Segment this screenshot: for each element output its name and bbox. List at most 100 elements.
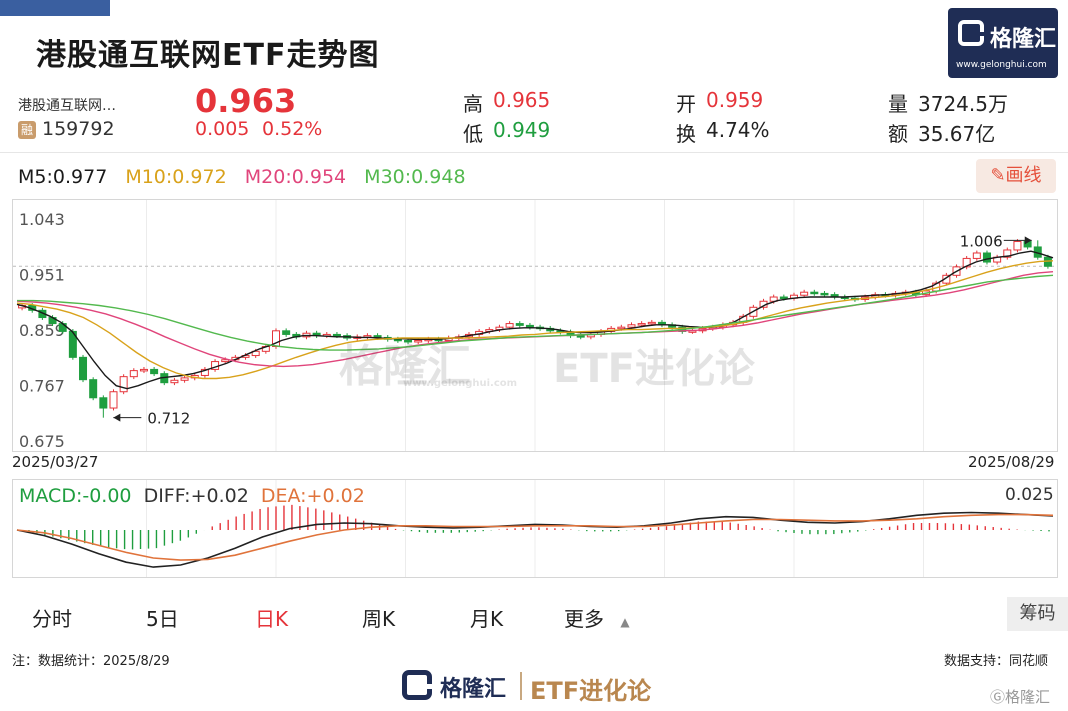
high-label: 高 xyxy=(463,92,483,116)
logo-url: www.gelonghui.com xyxy=(956,60,1047,70)
top-accent-bar xyxy=(0,0,110,16)
candle xyxy=(89,379,98,399)
turnover-value: 4.74% xyxy=(706,118,770,142)
candle xyxy=(972,252,981,259)
candle xyxy=(810,291,819,295)
candle xyxy=(180,377,189,381)
candle xyxy=(637,323,646,326)
turnover-label: 换 xyxy=(676,122,696,146)
etf-code: 159792 xyxy=(42,118,115,140)
tab-more[interactable]: 更多 ▲ xyxy=(564,603,630,632)
candle xyxy=(129,370,138,378)
candle xyxy=(1013,241,1022,251)
candle xyxy=(150,368,159,375)
ma10-label: M10:0.972 xyxy=(125,166,227,188)
candle xyxy=(800,291,809,296)
draw-line-button[interactable]: ✎画线 xyxy=(976,159,1056,193)
y-tick-label: 0.767 xyxy=(19,377,65,396)
candle xyxy=(251,350,260,357)
candle xyxy=(79,356,88,381)
y-tick-label: 1.043 xyxy=(19,210,65,229)
ma30-label: M30:0.948 xyxy=(364,166,466,188)
caret-up-icon: ▲ xyxy=(620,615,630,629)
macd-value: MACD:-0.00 xyxy=(19,485,132,507)
candle xyxy=(282,330,291,335)
open-label: 开 xyxy=(676,92,696,116)
candle xyxy=(200,368,209,376)
low-value: 0.949 xyxy=(493,118,551,142)
diff-value: DIFF:+0.02 xyxy=(143,485,249,507)
macd-chart[interactable]: MACD:-0.00 DIFF:+0.02 DEA:+0.02 0.025 xyxy=(12,479,1058,578)
watermark-url: www.gelonghui.com xyxy=(403,378,518,389)
candle xyxy=(962,257,971,268)
high-value: 0.965 xyxy=(493,88,551,112)
x-end-label: 2025/08/29 xyxy=(968,453,1055,471)
ma5-label: M5:0.977 xyxy=(18,166,108,188)
candle xyxy=(58,323,67,332)
candle xyxy=(627,324,636,328)
volume-label: 量 xyxy=(888,92,908,116)
ma-line-m10 xyxy=(16,260,1054,380)
pencil-icon: ✎ xyxy=(990,165,1006,186)
draw-line-label: 画线 xyxy=(1005,165,1042,186)
watermark-suffix: ETF进化论 xyxy=(553,346,755,392)
footnote: 注：数据统计：2025/8/29 xyxy=(12,654,170,669)
last-price: 0.963 xyxy=(195,82,297,120)
brand-logo: 格隆汇 www.gelonghui.com xyxy=(948,8,1058,78)
tab-weekly-k[interactable]: 周K xyxy=(362,607,396,631)
ma-line-m30 xyxy=(17,274,1054,351)
high-annotation: 1.006 xyxy=(960,232,1003,250)
bottom-brand-name: 格隆汇 xyxy=(440,677,507,702)
candle xyxy=(99,397,108,409)
margin-tag: 融 xyxy=(18,121,36,139)
candle xyxy=(221,359,230,363)
corner-g-icon: Ⓖ xyxy=(990,688,1006,706)
ma20-label: M20:0.954 xyxy=(244,166,347,188)
logo-g-icon xyxy=(958,20,984,46)
logo-name: 格隆汇 xyxy=(990,27,1057,52)
dea-value: DEA:+0.02 xyxy=(260,485,365,507)
y-tick-label: 0.951 xyxy=(19,266,65,285)
candle xyxy=(505,323,514,328)
y-tick-label: 0.859 xyxy=(19,321,65,340)
tab-monthly-k[interactable]: 月K xyxy=(470,607,504,631)
ma-legend: M5:0.977 M10:0.972 M20:0.954 M30:0.948 xyxy=(18,166,478,188)
candle xyxy=(404,339,413,343)
tab-intraday[interactable]: 分时 xyxy=(32,607,72,631)
corner-watermark: Ⓖ格隆汇 xyxy=(990,686,1050,707)
candle xyxy=(982,252,991,263)
chip-distribution-button[interactable]: 筹码 xyxy=(1007,597,1068,631)
candle xyxy=(1003,249,1012,258)
data-source: 数据支持：同花顺 xyxy=(944,654,1049,669)
candlestick-chart[interactable]: 1.043 0.951 0.859 0.767 0.675 0.712 1.006 格隆汇 … xyxy=(12,199,1058,452)
price-change-pct: 0.52% xyxy=(262,118,323,140)
brand-separator xyxy=(520,672,522,700)
low-label: 低 xyxy=(463,122,483,146)
tab-daily-k[interactable]: 日K xyxy=(255,607,289,631)
divider xyxy=(0,152,1068,153)
candle xyxy=(525,324,534,328)
candle xyxy=(119,376,128,393)
tab-more-label: 更多 xyxy=(564,607,604,631)
dea-line xyxy=(16,513,1054,561)
amount-value: 35.67亿 xyxy=(918,122,996,146)
candle xyxy=(820,292,829,296)
ma-line-m5 xyxy=(16,250,1054,390)
high-arrow-head xyxy=(1024,236,1032,245)
candle xyxy=(139,368,148,372)
amount-label: 额 xyxy=(888,122,908,146)
candlestick-svg: 1.043 0.951 0.859 0.767 0.675 0.712 1.006 xyxy=(13,200,1057,451)
macd-max-label: 0.025 xyxy=(1005,485,1054,505)
x-start-label: 2025/03/27 xyxy=(12,453,99,471)
brand-g-icon xyxy=(402,670,432,700)
macd-svg xyxy=(16,480,1054,577)
candle xyxy=(647,321,656,325)
tab-5day[interactable]: 5日 xyxy=(146,607,179,631)
volume-value: 3724.5万 xyxy=(918,92,1008,116)
y-tick-label: 0.675 xyxy=(19,432,65,451)
candle xyxy=(779,296,788,300)
macd-legend: MACD:-0.00 DIFF:+0.02 DEA:+0.02 xyxy=(19,485,365,507)
candle xyxy=(332,333,341,337)
candle xyxy=(109,391,118,409)
price-change: 0.005 xyxy=(195,118,250,140)
